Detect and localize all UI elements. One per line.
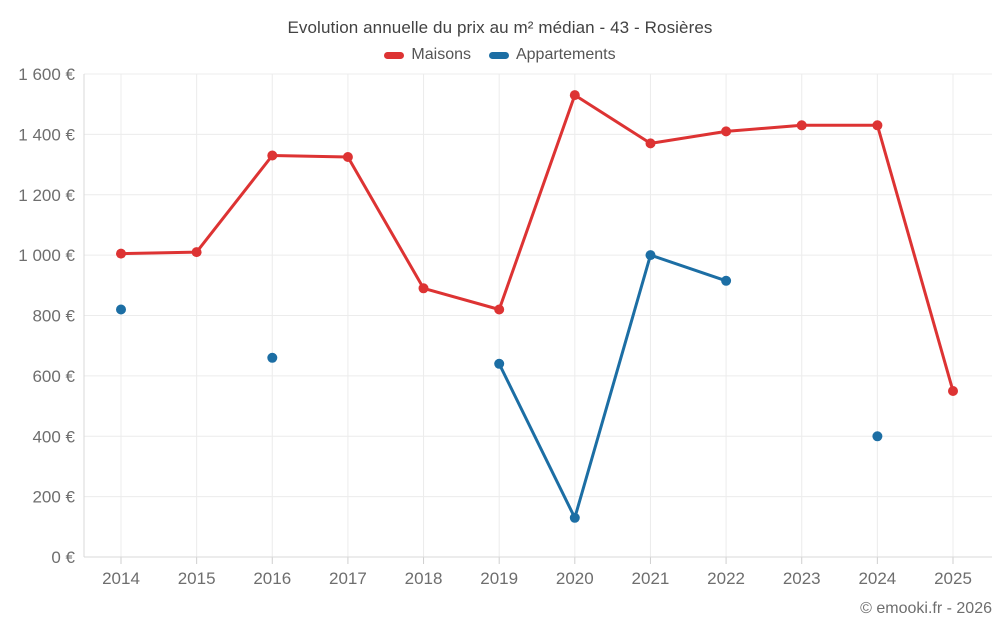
data-point-appartements-2019 [494, 358, 505, 369]
legend-item-maisons[interactable]: Maisons [384, 46, 471, 64]
data-point-maisons-2016 [267, 150, 278, 161]
y-tick-label-1000: 1 000 € [18, 246, 75, 265]
data-point-appartements-2021 [645, 250, 656, 261]
legend-item-appartements[interactable]: Appartements [488, 46, 616, 64]
data-point-appartements-2020 [569, 512, 580, 523]
series-line-appartements [499, 255, 877, 518]
x-tick-label-2025: 2025 [934, 569, 972, 588]
data-point-maisons-2023 [796, 120, 807, 131]
data-point-maisons-2021 [645, 138, 656, 149]
data-point-maisons-2024 [872, 120, 883, 131]
data-point-appartements-2022 [721, 275, 732, 286]
legend-swatch-maisons [384, 51, 405, 59]
x-tick-label-2019: 2019 [480, 569, 518, 588]
data-point-maisons-2014 [116, 248, 126, 259]
series-line-maisons [119, 93, 955, 393]
data-point-maisons-2025 [948, 386, 958, 396]
data-point-appartements-2024 [872, 431, 883, 442]
y-tick-label-1600: 1 600 € [18, 65, 75, 84]
legend-label-appartements: Appartements [515, 46, 616, 63]
data-point-appartements-2014 [116, 304, 126, 315]
y-tick-label-1400: 1 400 € [18, 125, 75, 144]
y-tick-label-0: 0 € [51, 548, 75, 567]
y-tick-label-1200: 1 200 € [18, 186, 75, 205]
y-tick-label-800: 800 € [32, 307, 75, 326]
y-tick-label-200: 200 € [32, 488, 75, 507]
legend-swatch-appartements [488, 51, 509, 59]
y-tick-label-600: 600 € [32, 367, 75, 386]
x-tick-label-2022: 2022 [707, 569, 745, 588]
y-tick-label-400: 400 € [32, 427, 75, 446]
data-point-appartements-2016 [267, 352, 278, 363]
x-tick-label-2017: 2017 [329, 569, 367, 588]
data-point-maisons-2022 [721, 126, 732, 137]
x-tick-label-2014: 2014 [102, 569, 140, 588]
data-point-maisons-2017 [342, 152, 353, 162]
x-tick-label-2015: 2015 [178, 569, 216, 588]
legend-label-maisons: Maisons [411, 46, 471, 63]
data-point-maisons-2018 [418, 283, 429, 294]
copyright: © emooki.fr - 2026 [860, 600, 992, 617]
data-point-maisons-2020 [569, 90, 580, 101]
x-tick-label-2024: 2024 [858, 569, 896, 588]
x-tick-label-2023: 2023 [783, 569, 821, 588]
x-tick-label-2016: 2016 [253, 569, 291, 588]
chart-title: Evolution annuelle du prix au m² médian … [287, 18, 713, 37]
x-tick-label-2018: 2018 [405, 569, 443, 588]
x-tick-label-2021: 2021 [632, 569, 670, 588]
legend: Maisons Appartements [0, 46, 1000, 64]
data-point-maisons-2015 [191, 247, 202, 258]
data-point-maisons-2019 [494, 304, 505, 315]
x-tick-label-2020: 2020 [556, 569, 594, 588]
